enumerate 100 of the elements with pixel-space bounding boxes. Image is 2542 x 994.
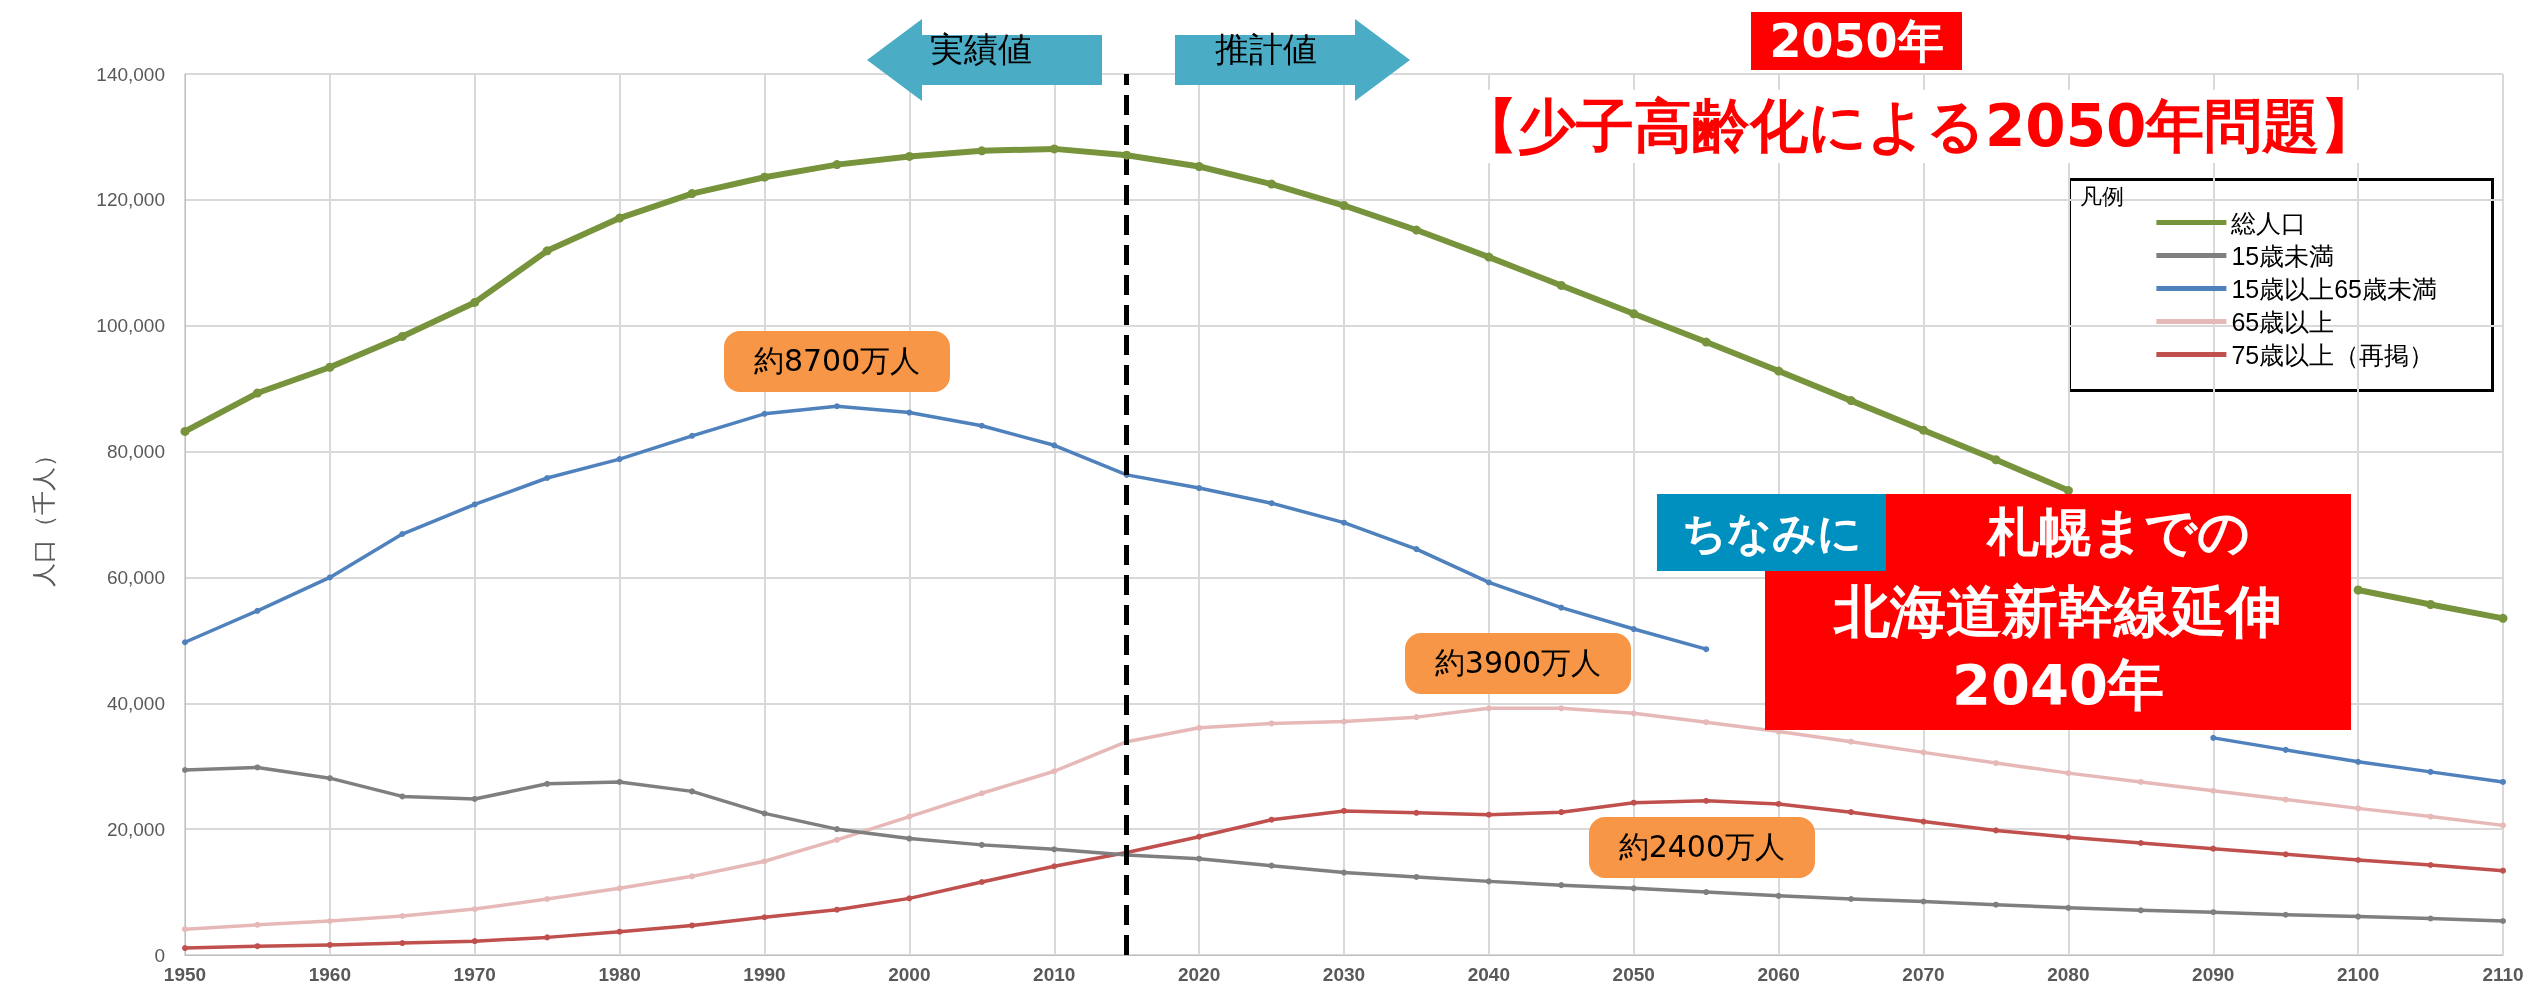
point [1992,827,1999,834]
x-tick-label: 1970 [453,964,496,985]
point [2210,845,2217,852]
point [1485,811,1492,818]
point [399,940,406,947]
point [2210,734,2217,741]
point [689,432,696,439]
point [2500,918,2506,925]
point [182,766,188,773]
point [1556,280,1566,290]
point [2498,613,2508,623]
text: 実績値 [930,28,1032,71]
point [833,906,840,913]
point [399,912,406,919]
point [1919,425,1928,435]
point [1413,714,1420,721]
point [2282,911,2289,918]
point [1049,144,1059,154]
point [761,810,768,817]
point [1413,873,1420,880]
point [1701,337,1711,347]
y-tick-label: 120,000 [96,189,165,211]
point [471,501,478,508]
point [542,246,552,256]
point [471,938,478,945]
point [616,778,623,785]
annotation: 札幌までの [1985,501,2251,564]
point [1268,500,1275,507]
point [254,764,261,771]
point [977,146,987,156]
point [544,475,551,481]
annotation: 【少子高齢化による2050年問題】 [1454,90,2385,163]
point [1703,719,1710,726]
text: 推計値 [1215,28,1317,71]
x-tick-label: 2080 [2047,964,2090,985]
x-tick-label: 2000 [888,964,931,985]
point [544,895,551,902]
point [254,607,261,614]
legend-title: 凡例 [2080,183,2124,211]
point [2065,904,2072,911]
point [1485,579,1492,586]
point [1920,818,1927,825]
annotation: 約2400万人 [1588,816,1816,878]
point [1051,846,1058,853]
legend-label: 15歳未満 [2231,241,2335,270]
point [906,409,913,416]
point [1846,396,1856,406]
point [2355,856,2362,863]
point [978,841,985,848]
legend-label: 75歳以上（再掲） [2231,340,2435,369]
text: 2050年 [1751,12,1962,70]
point [2210,909,2217,916]
point [761,410,768,417]
y-tick-label: 100,000 [96,315,165,337]
point [906,835,913,842]
point [180,426,190,436]
point [1122,150,1132,160]
point [399,793,406,800]
point [2427,813,2434,820]
point [1485,878,1492,885]
point [544,934,551,941]
point [2355,913,2362,920]
x-tick-label: 2090 [2192,964,2235,985]
point [689,873,696,880]
point [761,858,768,865]
point [833,826,840,833]
x-tick-label: 1980 [598,964,641,985]
point [1196,855,1203,862]
point [544,780,551,787]
point [471,795,478,802]
point [1703,646,1710,653]
point [325,362,335,372]
point [832,160,842,170]
point [2065,770,2072,777]
point [689,788,696,795]
point [978,790,985,797]
x-tick-label: 2040 [1467,964,1511,985]
point [471,906,478,913]
point [1051,442,1058,449]
point [2500,867,2506,874]
annotation: 約8700万人 [723,331,951,393]
point [616,928,623,935]
point [399,531,406,538]
point [1992,901,1999,908]
point [1341,869,1347,876]
y-tick-label: 40,000 [106,692,165,714]
point [1775,800,1782,807]
point [1196,485,1203,492]
x-tick-label: 1960 [308,964,352,985]
point [978,422,985,429]
point [2065,834,2072,841]
legend-label: 65歳以上 [2231,307,2335,336]
point [1558,809,1565,816]
point [689,922,696,929]
point [1268,720,1275,727]
point [1267,179,1277,189]
point [904,151,914,161]
point [1774,366,1784,376]
point [182,926,188,933]
point [397,331,407,341]
